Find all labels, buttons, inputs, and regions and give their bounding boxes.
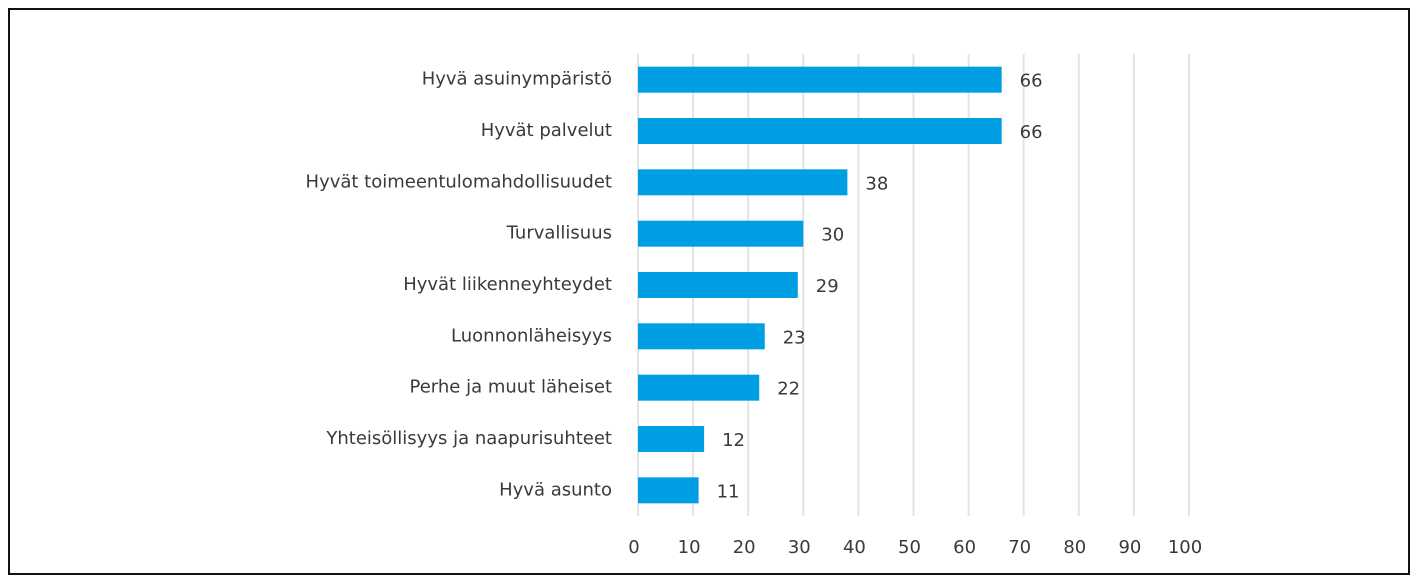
y-tick-label: Turvallisuus [506,223,612,244]
x-tick-label: 40 [843,537,866,558]
bar [638,169,848,196]
value-label: 66 [1020,71,1043,92]
x-tick-label: 0 [628,537,639,558]
bar [638,426,705,452]
y-tick-label: Hyvät palvelut [481,120,612,141]
bar [638,323,765,350]
bar [638,374,760,401]
bar [638,272,798,298]
value-label: 22 [777,379,800,400]
value-label: 12 [722,430,745,451]
x-tick-label: 10 [678,537,701,558]
value-label: 30 [821,225,844,246]
x-tick-label: 30 [788,537,811,558]
y-tick-label: Hyvä asuinympäristö [422,69,612,90]
y-tick-label: Perhe ja muut läheiset [410,377,612,398]
y-tick-label: Yhteisöllisyys ja naapurisuhteet [325,428,612,449]
x-tick-label: 100 [1168,537,1202,558]
y-tick-label: Hyvät toimeentulomahdollisuudet [306,171,612,192]
value-label: 29 [816,276,839,297]
x-tick-label: 80 [1063,537,1086,558]
y-tick-label: Hyvä asunto [499,479,612,500]
x-tick-label: 60 [953,537,976,558]
bar [638,220,804,247]
x-tick-label: 50 [898,537,921,558]
value-label: 23 [783,327,806,348]
y-tick-label: Luonnonläheisyys [451,325,612,346]
value-label: 66 [1020,122,1043,143]
bar [638,66,1002,93]
bar [638,477,699,504]
value-label: 38 [865,173,888,194]
bar [638,118,1002,144]
value-label: 11 [717,481,740,502]
x-tick-label: 70 [1008,537,1031,558]
x-tick-label: 90 [1118,537,1141,558]
y-tick-label: Hyvät liikenneyhteydet [403,274,612,295]
x-tick-label: 20 [733,537,756,558]
